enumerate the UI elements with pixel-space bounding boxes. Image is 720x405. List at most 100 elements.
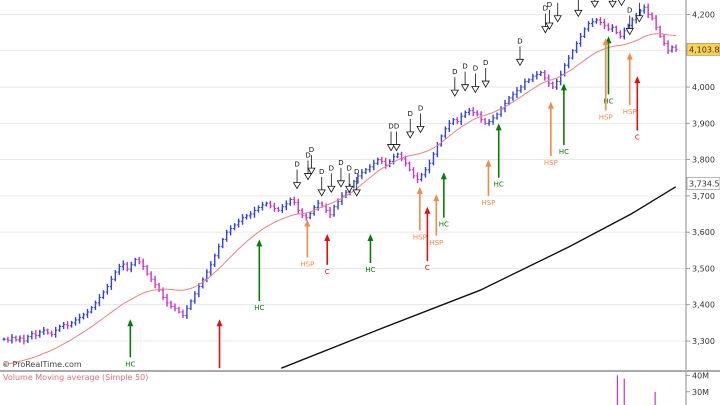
volume-tick-label: 40M [692,371,709,380]
d-marker-triangle [406,131,415,139]
d-marker-label: D [473,65,478,73]
d-marker-triangle [386,144,396,152]
signal-label: HC [125,360,135,368]
d-marker-triangle [392,144,401,152]
signal-arrow-head [367,233,374,241]
signal-arrow-head [626,52,633,60]
signal-arrow-head [634,76,641,84]
y-tick-label: 4,200 [692,11,715,20]
signal-arrow-head [485,159,492,167]
d-marker-triangle [574,9,583,18]
signal-arrow-head [416,186,423,194]
d-marker-label: D [305,152,310,160]
d-marker-triangle [541,26,550,34]
signal-arrow-head [602,38,609,46]
d-marker-triangle [625,28,634,36]
d-marker-triangle [460,84,470,92]
signal-label: HSP [599,114,613,122]
d-marker-label: D [408,110,413,118]
signal-label: HSP [413,233,427,241]
volume-axis-ticks: 40M 30M [686,371,709,397]
d-marker-label: D [543,5,548,13]
d-marker-triangle [481,80,490,88]
d-marker-label: D [329,164,334,172]
signal-arrow-head [547,101,554,109]
d-marker-triangle [327,185,336,194]
volume-tick-label: 30M [692,388,709,397]
d-marker-triangle [303,173,313,181]
d-marker-label: D [346,164,351,172]
y-tick-label: 4,000 [692,83,715,92]
d-markers: DDDDDDDDDDDDDDDDDDDDDDDDDD [292,0,644,197]
d-marker-triangle [292,182,302,190]
y-tick-label: 3,300 [692,337,715,346]
ma-value-label: 3,734.5 [689,179,720,188]
y-tick-label: 3,700 [692,192,715,201]
signal-arrow-head [440,172,447,180]
d-marker-label: D [338,159,343,167]
d-marker-label: D [483,59,488,67]
signal-label: HC [559,148,569,156]
d-marker-label: D [517,37,522,45]
signal-label: HC [365,266,375,274]
signal-label: C [425,264,430,272]
d-marker-triangle [344,185,354,194]
signal-label: C [325,268,330,276]
d-marker-label: D [555,0,560,2]
d-marker-triangle [553,15,562,23]
plot-area [0,0,686,370]
signal-arrow-head [495,123,502,131]
signal-arrow-head [324,233,331,241]
moving-average-short [3,33,677,366]
signal-arrow-head [304,219,311,227]
signal-label: HSP [544,159,558,167]
d-marker-label: D [309,146,314,154]
d-marker-triangle [545,22,554,30]
d-marker-triangle [416,126,425,134]
signal-label: HSP [429,239,443,247]
watermark: © ProRealTime.com [2,360,82,369]
d-marker-triangle [471,86,480,94]
y-tick-label: 3,500 [692,264,715,273]
d-marker-triangle [336,180,346,188]
d-marker-triangle [515,58,525,67]
ma-value-box [686,177,720,190]
signal-label: HSP [481,199,495,207]
y-tick-label: 3,800 [692,156,715,165]
moving-average-long [281,186,677,369]
signal-label: HC [603,97,613,105]
d-marker-triangle [307,167,316,175]
y-tick-label: 3,600 [692,228,715,237]
d-marker-triangle [317,189,326,197]
volume-panel [0,372,686,405]
signal-arrow-head [216,319,223,327]
signal-label: HC [254,304,264,312]
signal-arrow-head [424,206,431,214]
d-marker-label: D [319,168,324,176]
signal-label: HSP [300,261,314,269]
y-tick-label: 3,400 [692,301,715,310]
d-marker-label: D [388,123,393,131]
d-marker-triangle [635,15,644,23]
d-marker-label: D [294,161,299,169]
signal-arrow-head [127,319,134,327]
volume-bars [616,375,656,405]
d-marker-triangle [617,0,626,7]
volume-panel-title: Volume Moving average (Simple 50) [3,373,148,382]
d-marker-triangle [352,189,361,197]
d-marker-label: D [627,6,632,14]
d-marker-label: D [462,63,467,71]
d-marker-label: D [394,123,399,131]
signal-label: HC [494,181,504,189]
d-marker-label: D [418,104,423,112]
last-price-box [686,43,720,56]
d-marker-triangle [608,0,617,9]
d-marker-label: D [452,68,457,76]
signal-arrow-head [560,83,567,91]
signal-label: HSP [623,108,637,116]
d-marker-triangle [590,0,599,9]
signal-arrow-head [256,239,263,247]
